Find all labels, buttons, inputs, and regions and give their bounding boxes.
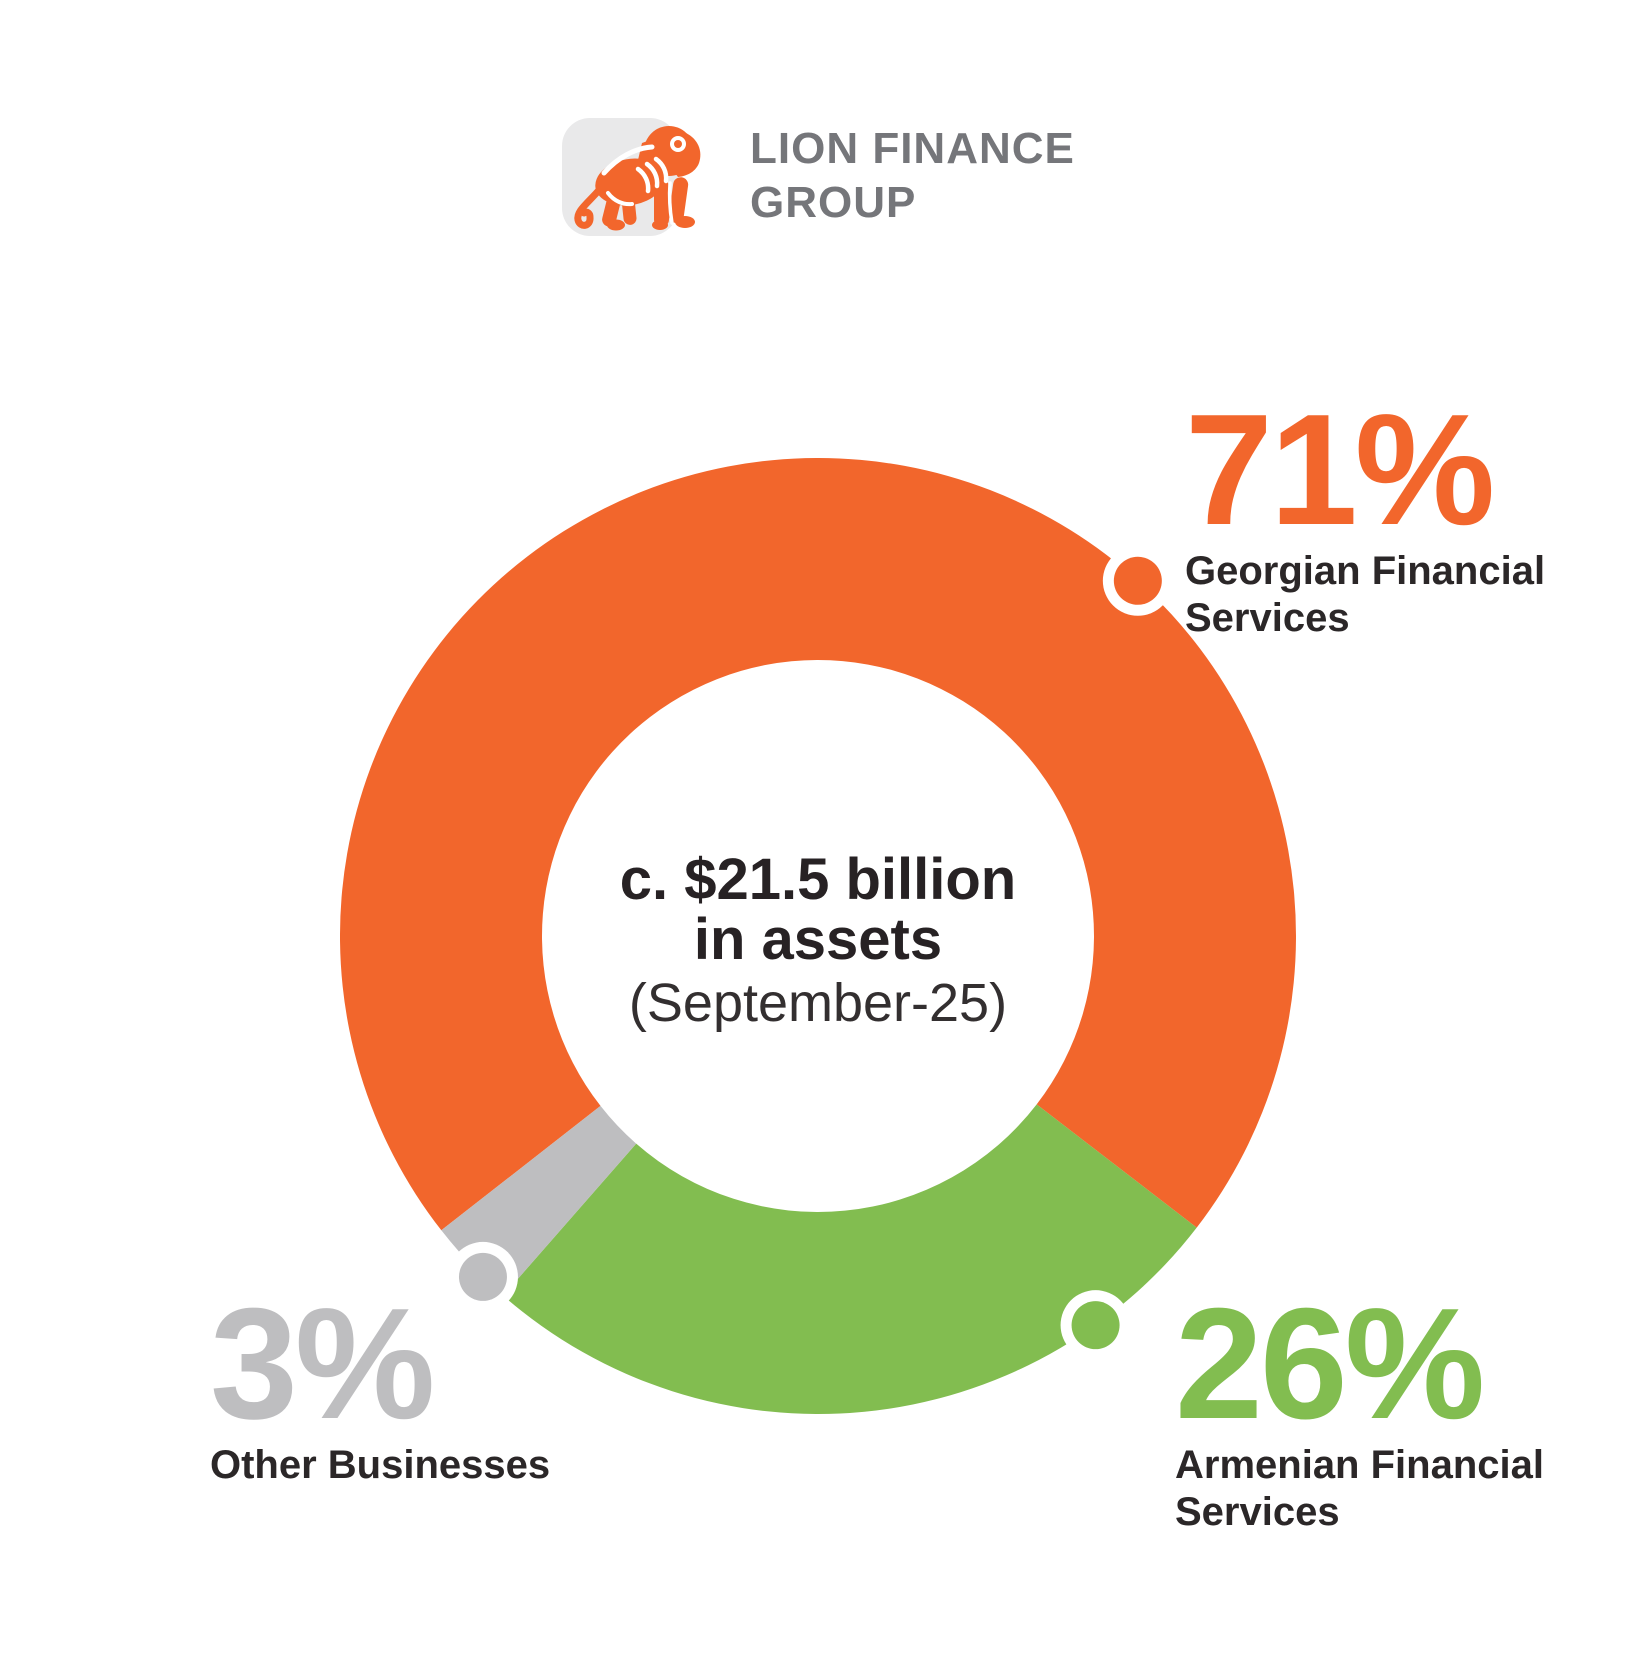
lion-front-leg [654,179,669,227]
donut-chart [340,458,1296,1414]
center-assets-date: (September-25) [628,973,1008,1033]
pct-armenian: 26% [1175,1276,1485,1452]
lion-paw [607,219,625,231]
lion-tail [574,185,604,229]
lion-paw [652,220,668,230]
center-assets-value: c. $21.5 billion [619,847,1017,912]
logo-text-line2: GROUP [750,178,917,227]
sub-other-line1: Other Businesses [210,1443,551,1487]
center-assets-caption: in assets [693,907,943,972]
lion-icon [574,126,701,231]
lion-thigh-stripe [606,191,634,207]
pct-georgian: 71% [1185,382,1495,558]
donut-center-label: c. $21.5 billion in assets (September-25… [468,850,1168,1034]
lion-rib-stripe [653,156,669,184]
lion-leg-gap [667,181,674,225]
lion-front-leg [668,177,689,223]
lion-paw [675,216,695,228]
dot-armenian-financial-services [1071,1301,1120,1350]
sub-georgian-line1: Georgian Financial [1185,549,1546,593]
lion-rib-stripe [635,166,651,194]
lion-back-stripe [601,144,655,176]
lion-rear-leg [602,181,624,227]
donut-slice-armenian-financial-services [503,1104,1197,1414]
dot-georgian-financial-services [1113,556,1162,605]
sub-georgian-line2: Services [1185,596,1350,640]
lion-rib-stripe [644,161,660,189]
donut-slice-georgian-financial-services [340,458,1296,1231]
sub-other: Other Businesses [210,1442,550,1489]
sub-georgian: Georgian Financial Services [1185,548,1545,642]
label-georgian-financial-services: 71% Georgian Financial Services [1185,382,1545,642]
sub-armenian-line2: Services [1175,1490,1340,1534]
lion-muzzle [666,133,701,177]
label-armenian-financial-services: 26% Armenian Financial Services [1175,1276,1544,1536]
dot-other-businesses [458,1252,507,1301]
sub-armenian: Armenian Financial Services [1175,1442,1544,1536]
label-other-businesses: 3% Other Businesses [210,1276,550,1489]
lion-curl-center [674,140,682,148]
logo-wordmark: LION FINANCE GROUP [750,122,1075,230]
sub-armenian-line1: Armenian Financial [1175,1443,1544,1487]
pct-other: 3% [210,1276,435,1452]
logo-text-line1: LION FINANCE [750,124,1075,173]
